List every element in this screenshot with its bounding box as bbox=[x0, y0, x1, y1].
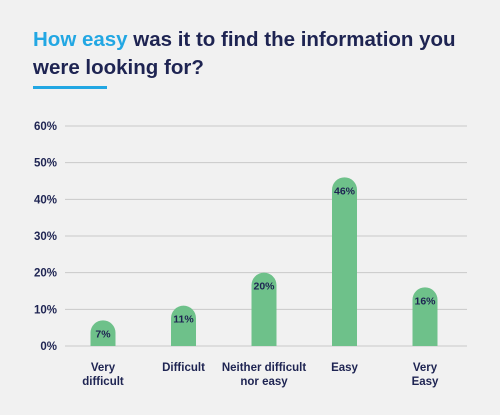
chart-title: How easy was it to find the information … bbox=[33, 26, 473, 82]
title-rest: was it to find the information you were … bbox=[33, 28, 456, 79]
title-highlight: How easy bbox=[33, 28, 128, 51]
y-tick-label: 10% bbox=[34, 304, 57, 316]
y-tick-label: 40% bbox=[34, 194, 57, 206]
bar bbox=[412, 287, 438, 346]
y-tick-label: 50% bbox=[34, 158, 57, 170]
y-tick-label: 20% bbox=[34, 268, 57, 280]
data-label: 46% bbox=[334, 185, 356, 197]
data-label: 16% bbox=[414, 295, 436, 307]
category-label: Easy bbox=[331, 362, 358, 374]
y-tick-label: 30% bbox=[34, 231, 57, 243]
category-label: Very difficult bbox=[82, 362, 124, 388]
y-tick-label: 60% bbox=[34, 121, 57, 133]
bar bbox=[170, 305, 196, 346]
bar bbox=[90, 320, 116, 346]
data-label: 20% bbox=[253, 281, 275, 293]
data-label: 7% bbox=[95, 328, 111, 340]
category-label: Difficult bbox=[162, 362, 205, 374]
y-tick-label: 0% bbox=[40, 341, 57, 353]
data-label: 11% bbox=[173, 314, 194, 326]
category-label: Neither difficult nor easy bbox=[222, 362, 307, 388]
bar bbox=[251, 272, 277, 346]
category-label: Very Easy bbox=[412, 362, 439, 388]
title-underline bbox=[33, 86, 107, 89]
bar bbox=[332, 177, 357, 346]
